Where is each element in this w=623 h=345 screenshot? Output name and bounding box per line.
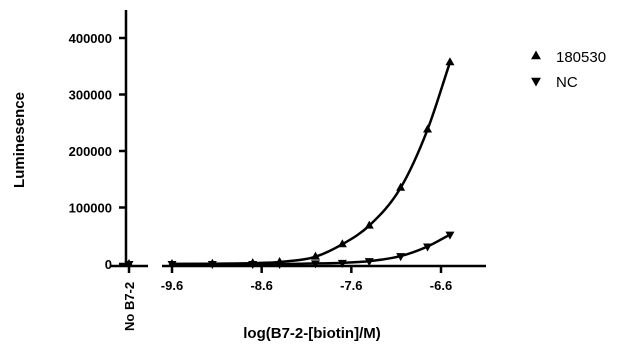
data-point (423, 243, 433, 252)
data-point (310, 251, 320, 260)
data-point (310, 260, 320, 269)
data-point (207, 261, 217, 269)
y-tick-label: 0 (105, 257, 112, 272)
control-tick-label: No B7-2 (122, 282, 137, 331)
data-point (396, 182, 406, 191)
legend-label: 180530 (556, 49, 606, 66)
control-group: No B7-2 (122, 266, 137, 331)
data-point (423, 124, 433, 133)
y-ticks: 0 100000 200000 300000 400000 (69, 31, 126, 272)
legend-label: NC (556, 74, 578, 91)
fit-curve-180530 (171, 61, 452, 266)
legend-marker (531, 77, 541, 87)
x-tick-label: -9.6 (161, 278, 183, 293)
data-point (275, 261, 285, 269)
x-tick-label: -8.6 (250, 278, 272, 293)
data-points (124, 57, 455, 269)
x-ticks: -9.6 -8.6 -7.6 -6.6 (161, 266, 452, 293)
data-point (337, 259, 347, 268)
data-point (396, 253, 406, 262)
x-tick-label: -7.6 (340, 278, 362, 293)
y-tick-label: 200000 (69, 144, 112, 159)
data-point (445, 231, 455, 240)
y-tick-label: 100000 (69, 201, 112, 216)
data-point (337, 239, 347, 248)
legend-marker (531, 50, 541, 60)
data-point (248, 261, 258, 269)
x-axis-title: log(B7-2-[biotin]/M) (243, 325, 380, 342)
data-point (445, 57, 455, 66)
fit-curve-NC (172, 233, 451, 266)
fit-curves (171, 61, 452, 266)
data-point (364, 258, 374, 267)
control-point (124, 261, 134, 269)
data-point (364, 220, 374, 229)
data-point (167, 261, 177, 269)
y-tick-label: 300000 (69, 88, 112, 103)
y-tick-label: 400000 (69, 31, 112, 46)
legend: 180530 NC (531, 49, 606, 91)
x-tick-label: -6.6 (430, 278, 452, 293)
y-axis-title: Luminesence (11, 92, 28, 188)
